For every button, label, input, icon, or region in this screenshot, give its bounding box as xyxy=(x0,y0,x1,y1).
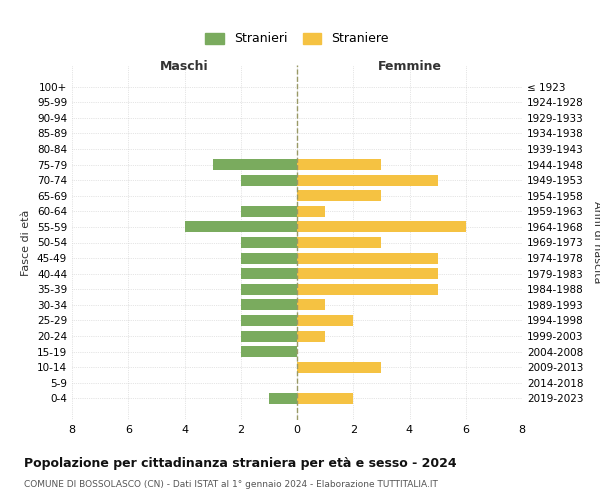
Bar xyxy=(297,362,382,372)
Text: Femmine: Femmine xyxy=(377,60,442,72)
Bar xyxy=(241,268,297,279)
Bar xyxy=(185,222,297,232)
Bar xyxy=(269,393,297,404)
Bar xyxy=(241,174,297,186)
Y-axis label: Fasce di età: Fasce di età xyxy=(22,210,31,276)
Bar xyxy=(241,284,297,294)
Bar xyxy=(297,190,382,201)
Bar xyxy=(297,300,325,310)
Bar xyxy=(297,284,437,294)
Bar xyxy=(241,346,297,357)
Bar xyxy=(297,315,353,326)
Bar xyxy=(241,206,297,217)
Bar xyxy=(297,393,353,404)
Bar xyxy=(241,252,297,264)
Bar xyxy=(297,252,437,264)
Bar xyxy=(241,330,297,342)
Bar xyxy=(297,222,466,232)
Bar xyxy=(241,315,297,326)
Bar xyxy=(241,300,297,310)
Bar xyxy=(297,174,437,186)
Bar xyxy=(297,206,325,217)
Y-axis label: Anni di nascita: Anni di nascita xyxy=(592,201,600,284)
Bar xyxy=(297,237,382,248)
Text: COMUNE DI BOSSOLASCO (CN) - Dati ISTAT al 1° gennaio 2024 - Elaborazione TUTTITA: COMUNE DI BOSSOLASCO (CN) - Dati ISTAT a… xyxy=(24,480,438,489)
Bar xyxy=(297,330,325,342)
Legend: Stranieri, Straniere: Stranieri, Straniere xyxy=(202,28,392,49)
Text: Popolazione per cittadinanza straniera per età e sesso - 2024: Popolazione per cittadinanza straniera p… xyxy=(24,458,457,470)
Bar xyxy=(297,159,382,170)
Bar xyxy=(212,159,297,170)
Text: Maschi: Maschi xyxy=(160,60,209,72)
Bar xyxy=(297,268,437,279)
Bar xyxy=(241,237,297,248)
